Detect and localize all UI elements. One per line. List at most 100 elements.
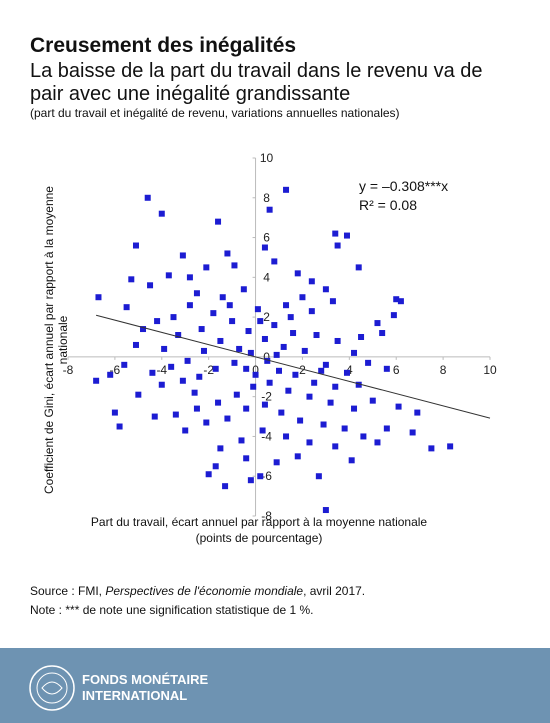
point (332, 383, 339, 390)
point (154, 318, 161, 325)
point (332, 443, 339, 450)
point (409, 429, 416, 436)
trend-r2: R² = 0.08 (359, 197, 417, 213)
point (447, 443, 454, 450)
point (290, 330, 297, 337)
x-tick-label: -2 (203, 363, 214, 377)
point (343, 369, 350, 376)
point (186, 274, 193, 281)
point (322, 361, 329, 368)
point (322, 507, 329, 514)
point (322, 286, 329, 293)
point (283, 433, 290, 440)
point (374, 320, 381, 327)
source: Source : FMI, Perspectives de l'économie… (30, 584, 365, 598)
point (306, 393, 313, 400)
point (355, 264, 362, 271)
point (355, 381, 362, 388)
point (379, 330, 386, 337)
point (257, 318, 264, 325)
point (161, 345, 168, 352)
footnote: Note : *** de note une signification sta… (30, 603, 314, 617)
point (182, 427, 189, 434)
point (247, 349, 254, 356)
point (168, 363, 175, 370)
point (215, 218, 222, 225)
y-tick-label: 6 (263, 231, 270, 245)
imf-logo (29, 665, 75, 711)
x-tick-label: 6 (393, 363, 400, 377)
point (261, 244, 268, 251)
point (224, 415, 231, 422)
point (149, 369, 156, 376)
point (222, 483, 229, 490)
point (320, 421, 327, 428)
point (123, 304, 130, 311)
point (393, 296, 400, 303)
point (172, 411, 179, 418)
point (245, 328, 252, 335)
point (308, 278, 315, 285)
point (414, 409, 421, 416)
point (243, 455, 250, 462)
point (383, 365, 390, 372)
point (175, 332, 182, 339)
point (278, 409, 285, 416)
point (351, 349, 358, 356)
point (280, 343, 287, 350)
point (294, 270, 301, 277)
footer-band (0, 648, 550, 723)
point (140, 326, 147, 333)
point (219, 294, 226, 301)
point (315, 473, 322, 480)
point (203, 419, 210, 426)
point (196, 373, 203, 380)
point (243, 365, 250, 372)
x-axis-label: (points de pourcentage) (196, 531, 323, 545)
x-tick-label: 8 (440, 363, 447, 377)
point (111, 409, 118, 416)
y-tick-label: 2 (263, 310, 270, 324)
point (341, 425, 348, 432)
point (226, 302, 233, 309)
point (212, 463, 219, 470)
point (205, 471, 212, 478)
point (107, 371, 114, 378)
point (334, 242, 341, 249)
point (224, 250, 231, 257)
point (369, 397, 376, 404)
point (395, 403, 402, 410)
point (193, 290, 200, 297)
point (271, 322, 278, 329)
point (343, 232, 350, 239)
point (151, 413, 158, 420)
point (332, 230, 339, 237)
point (121, 361, 128, 368)
org-name: FONDS MONÉTAIRE (82, 672, 208, 687)
point (252, 371, 259, 378)
y-tick-label: 10 (260, 151, 274, 165)
point (283, 302, 290, 309)
point (184, 357, 191, 364)
point (327, 399, 334, 406)
point (383, 425, 390, 432)
point (236, 345, 243, 352)
x-tick-label: -8 (63, 363, 74, 377)
y-tick-label: -6 (261, 469, 272, 483)
point (308, 308, 315, 315)
point (299, 294, 306, 301)
source-publication: Perspectives de l'économie mondiale (105, 584, 303, 598)
point (285, 387, 292, 394)
point (233, 391, 240, 398)
point (297, 417, 304, 424)
chart-subtitle: pair avec une inégalité grandissante (30, 83, 350, 105)
point (390, 312, 397, 319)
y-tick-label: -2 (261, 390, 272, 404)
x-axis-label: Part du travail, écart annuel par rappor… (91, 515, 428, 529)
point (247, 477, 254, 484)
point (170, 314, 177, 321)
point (203, 264, 210, 271)
point (212, 365, 219, 372)
